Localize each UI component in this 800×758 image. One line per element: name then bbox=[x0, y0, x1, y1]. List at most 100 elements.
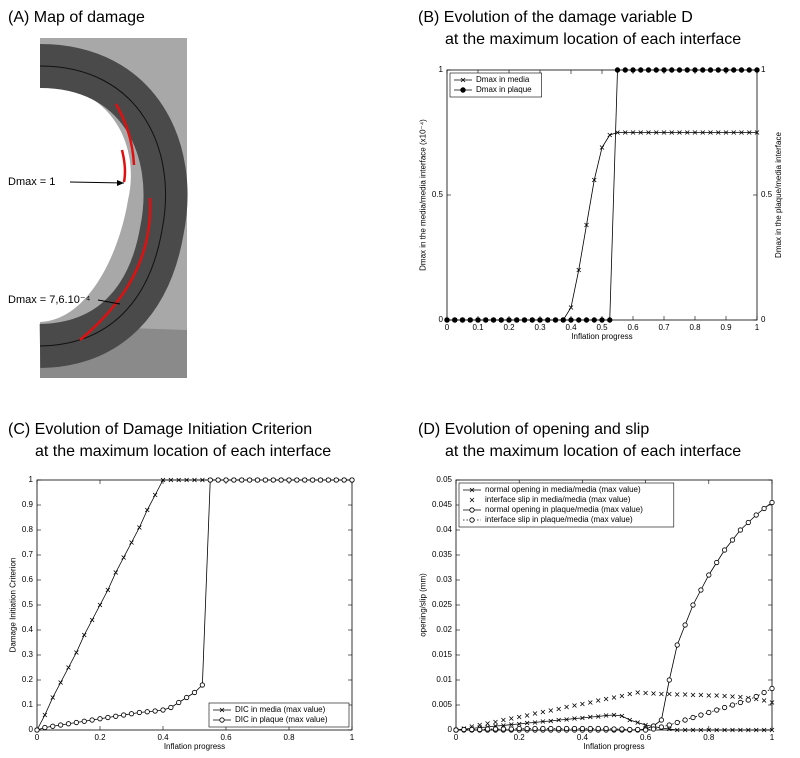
marker bbox=[576, 267, 582, 273]
marker bbox=[607, 132, 613, 138]
marker bbox=[564, 704, 569, 710]
damage-zone bbox=[79, 197, 152, 341]
marker bbox=[722, 693, 727, 699]
marker bbox=[516, 721, 522, 727]
y-tick-label: 0.8 bbox=[22, 525, 34, 534]
marker bbox=[635, 690, 640, 695]
marker bbox=[650, 726, 657, 732]
annotation: Dmax = 7,6.10⁻⁴ bbox=[8, 294, 91, 306]
marker bbox=[524, 725, 530, 732]
legend-label: Dmax in plaque bbox=[476, 85, 532, 94]
marker bbox=[58, 680, 63, 685]
arrow bbox=[97, 299, 121, 305]
y-tick-label: 0.005 bbox=[432, 700, 453, 709]
marker bbox=[682, 717, 688, 723]
marker bbox=[469, 517, 475, 523]
marker bbox=[113, 713, 119, 719]
chart-subtitle: at the maximum location of each interfac… bbox=[445, 31, 741, 48]
marker bbox=[738, 67, 745, 73]
y-axis-label: Dmax in the media/media interface (x10⁻⁴… bbox=[419, 119, 428, 271]
marker bbox=[184, 477, 189, 483]
marker bbox=[493, 719, 498, 725]
marker bbox=[642, 727, 649, 733]
marker bbox=[121, 555, 126, 560]
marker bbox=[564, 717, 569, 722]
marker bbox=[509, 722, 514, 727]
marker bbox=[262, 477, 268, 483]
marker bbox=[746, 67, 752, 73]
marker bbox=[552, 317, 559, 323]
lumen bbox=[40, 85, 131, 322]
marker bbox=[317, 477, 324, 483]
marker bbox=[630, 130, 636, 135]
x-tick-label: 0.8 bbox=[689, 323, 701, 332]
marker bbox=[568, 317, 574, 323]
y-tick-label: 0.9 bbox=[22, 500, 34, 509]
marker bbox=[545, 317, 551, 323]
marker bbox=[129, 540, 134, 545]
marker bbox=[682, 727, 688, 733]
marker bbox=[247, 477, 253, 483]
marker bbox=[548, 725, 554, 732]
marker bbox=[754, 67, 760, 73]
marker bbox=[690, 602, 696, 608]
x-tick-label: 0.6 bbox=[640, 733, 652, 742]
marker bbox=[475, 317, 481, 323]
x-tick-label: 1 bbox=[770, 733, 775, 742]
marker bbox=[532, 725, 538, 732]
marker bbox=[97, 716, 103, 722]
marker bbox=[723, 67, 729, 73]
marker bbox=[754, 130, 760, 135]
y-tick-label: 0.02 bbox=[436, 625, 452, 634]
marker bbox=[721, 704, 728, 711]
marker bbox=[325, 477, 331, 483]
marker bbox=[579, 725, 586, 732]
marker bbox=[653, 130, 659, 135]
marker bbox=[690, 714, 696, 721]
marker bbox=[667, 726, 672, 732]
marker bbox=[730, 727, 735, 733]
damage-zone bbox=[120, 149, 127, 183]
marker bbox=[532, 720, 538, 725]
x-axis-label: Inflation progress bbox=[583, 742, 644, 751]
y-tick-label: 0.025 bbox=[432, 600, 453, 609]
marker bbox=[137, 525, 142, 530]
marker bbox=[666, 677, 672, 683]
marker bbox=[459, 317, 466, 323]
marker bbox=[191, 689, 198, 696]
marker bbox=[524, 720, 530, 726]
marker bbox=[477, 722, 482, 728]
marker bbox=[97, 602, 103, 608]
marker bbox=[58, 722, 64, 728]
marker bbox=[627, 691, 633, 697]
chart-title: (B) Evolution of the damage variable D bbox=[418, 9, 693, 26]
marker bbox=[667, 691, 672, 697]
x-tick-label: 0.2 bbox=[503, 323, 515, 332]
marker bbox=[722, 727, 727, 733]
legend-label: interface slip in media/media (max value… bbox=[485, 495, 631, 504]
marker bbox=[630, 67, 636, 73]
damage-zone bbox=[114, 103, 136, 166]
legend-label: interface slip in plaque/media (max valu… bbox=[485, 515, 633, 524]
marker bbox=[723, 130, 729, 135]
marker bbox=[674, 642, 680, 648]
marker bbox=[611, 695, 617, 700]
marker bbox=[548, 718, 554, 724]
marker bbox=[215, 477, 221, 483]
y-tick-label: 0.03 bbox=[436, 575, 452, 584]
media-interface bbox=[39, 65, 166, 347]
marker bbox=[223, 477, 229, 483]
marker bbox=[643, 690, 648, 696]
marker bbox=[714, 727, 719, 733]
marker bbox=[714, 559, 720, 566]
marker bbox=[469, 726, 475, 733]
marker bbox=[231, 477, 237, 483]
x-tick-label: 1 bbox=[755, 323, 760, 332]
marker bbox=[113, 570, 119, 575]
legend-label: Dmax in media bbox=[476, 75, 530, 84]
marker bbox=[677, 130, 682, 135]
marker bbox=[144, 507, 150, 513]
marker bbox=[529, 317, 535, 323]
marker bbox=[595, 725, 601, 732]
